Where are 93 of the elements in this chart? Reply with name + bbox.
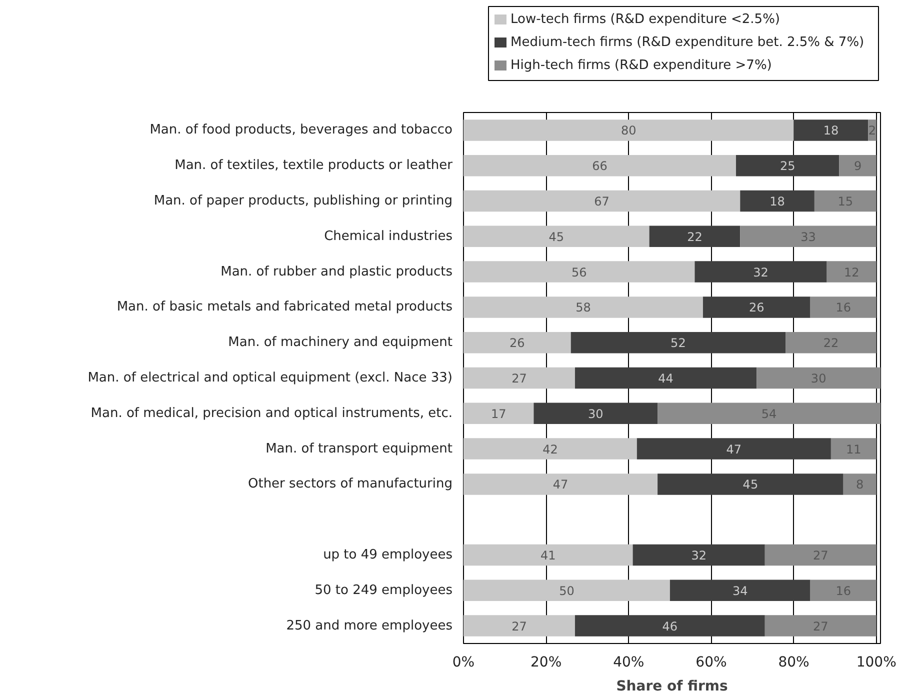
data-label: 25 [780,159,796,174]
bar [794,120,868,141]
data-label: 26 [510,336,525,350]
bar [843,474,876,495]
bar [702,296,810,318]
legend-label: Low-tech firms (R&D expenditure <2.5%) [510,12,780,27]
data-label: 47 [552,478,568,492]
data-label: 18 [770,194,785,208]
bar [464,367,575,389]
y-tick-label: Man. of electrical and optical equipment (excl. Nace 33) [88,370,453,386]
data-label: 27 [512,619,527,634]
bar [632,544,765,566]
data-label: 67 [594,194,610,208]
bar [464,261,695,282]
bar [464,544,633,566]
bar [464,580,670,602]
y-tick-label: up to 49 employees [323,548,453,562]
y-tick-label: Man. of basic metals and fabricated metal products [116,300,453,315]
y-tick-label: Man. of rubber and plastic products [220,264,453,280]
y-tick-label: Man. of machinery and equipment [228,335,452,350]
bar [464,332,571,354]
bar [464,226,650,248]
data-label: 46 [662,619,678,634]
bar [464,296,703,318]
bar [830,438,876,460]
bar [786,332,876,354]
data-label: 22 [687,230,702,244]
bar [814,190,876,212]
bar [658,402,880,424]
x-axis-title: Share of firms [616,678,728,694]
x-tick-label: 60% [696,654,727,670]
y-tick-label: Chemical industries [324,228,453,244]
data-label: 34 [732,584,748,598]
bar [636,438,831,460]
x-tick-label: 80% [778,654,810,670]
data-label: 66 [592,159,608,174]
y-tick-label: Man. of transport equipment [266,441,453,456]
data-label: 32 [753,265,768,280]
data-label: 47 [726,442,742,456]
bar [464,154,736,176]
x-tick-label: 20% [530,654,562,670]
bar [464,438,637,460]
bar [464,190,740,212]
y-tick-label: 250 and more employees [286,618,453,634]
data-label: 18 [823,124,839,138]
legend-label: High-tech firms (R&D expenditure >7%) [510,58,772,73]
bar [534,402,658,424]
bar [649,226,740,248]
x-tick-label: 0% [452,654,475,670]
bar [756,367,880,389]
bar [574,615,765,636]
bar [826,261,876,282]
data-label: 41 [540,548,556,562]
bar [570,332,786,354]
bar [736,154,840,176]
bar [839,154,876,176]
data-label: 45 [548,230,564,244]
bar [670,580,810,602]
data-label: 58 [576,300,591,315]
data-label: 56 [571,265,587,280]
bar [464,615,575,636]
y-tick-label: 50 to 249 employees [314,582,453,598]
data-label: 42 [542,442,558,456]
bar [694,261,827,282]
y-tick-label: Man. of medical, precision and optical instruments, etc. [90,406,453,421]
data-label: 32 [691,548,706,562]
data-label: 44 [658,372,674,386]
bar [740,190,814,212]
data-label: 80 [621,124,636,138]
bar [740,226,876,248]
bar [764,544,876,566]
data-label: 45 [742,478,758,492]
bar [658,474,844,495]
data-label: 27 [512,372,527,386]
bar [574,367,757,389]
data-label: 26 [749,300,764,315]
bar [464,120,794,141]
y-tick-label: Man. of paper products, publishing or printing [154,194,453,208]
data-label: 17 [490,406,506,421]
bar [810,580,876,602]
data-label: 50 [559,584,574,598]
data-label: 30 [588,406,604,421]
data-label: 52 [670,336,686,350]
bar [764,615,876,636]
x-tick-label: 40% [613,654,644,670]
bar [464,474,658,495]
bar [810,296,876,318]
y-tick-label: Other sectors of manufacturing [248,476,453,492]
legend-label: Medium-tech firms (R&D expenditure bet. 2.5% & 7%) [510,35,864,50]
bar [464,402,534,424]
y-tick-label: Man. of food products, beverages and tobacco [150,122,453,138]
x-tick-label: 100% [856,654,896,670]
y-tick-label: Man. of textiles, textile products or leather [174,158,454,174]
